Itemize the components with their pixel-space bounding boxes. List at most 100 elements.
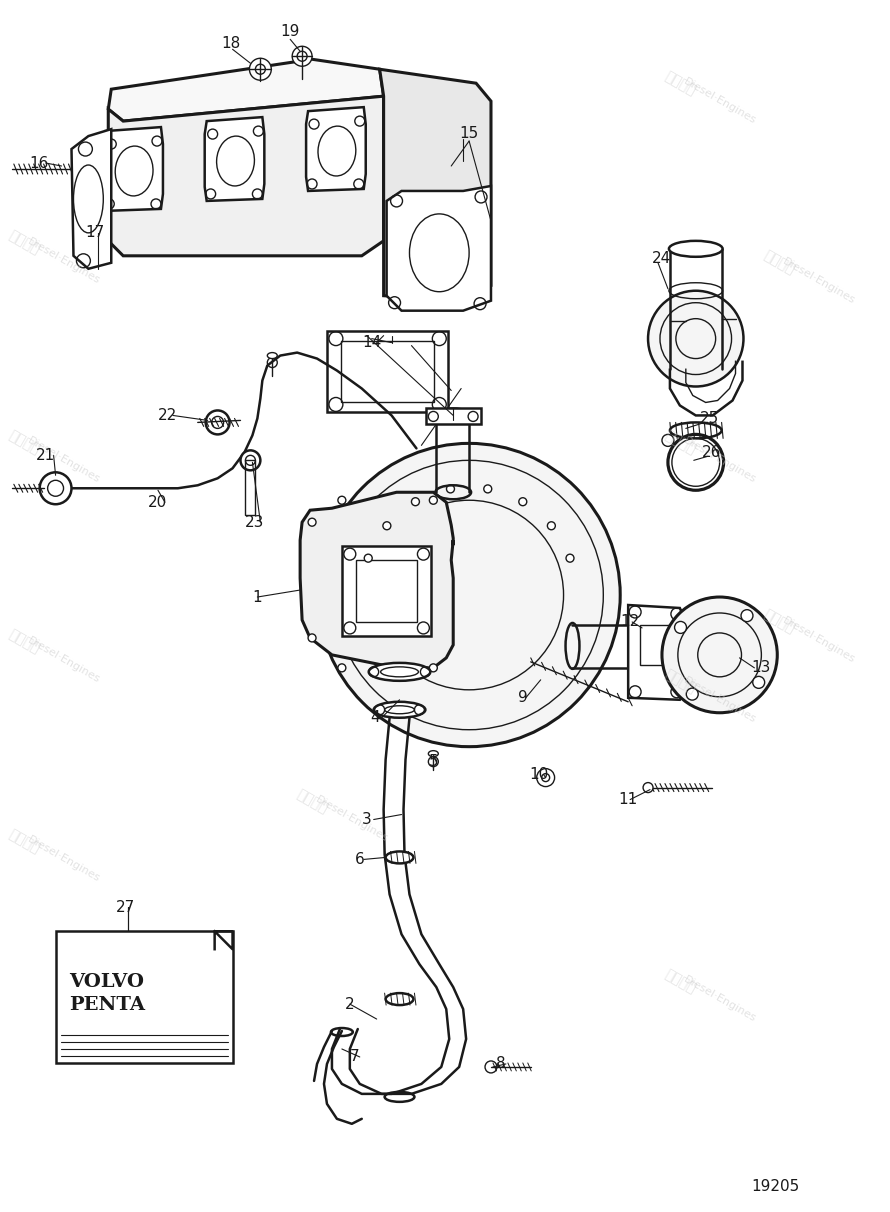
Text: 11: 11 xyxy=(619,793,638,807)
Text: 22: 22 xyxy=(158,408,177,423)
Text: 26: 26 xyxy=(702,445,722,459)
Circle shape xyxy=(249,58,271,80)
Text: Diesel·Engines: Diesel·Engines xyxy=(781,256,857,305)
Bar xyxy=(356,560,417,622)
Bar xyxy=(426,408,481,424)
Ellipse shape xyxy=(428,750,438,756)
Polygon shape xyxy=(380,69,491,301)
Text: PENTA: PENTA xyxy=(69,996,145,1014)
Polygon shape xyxy=(300,492,453,668)
Circle shape xyxy=(292,46,312,67)
Text: 1: 1 xyxy=(253,589,263,605)
Text: 15: 15 xyxy=(459,126,479,141)
Text: 紫发动力: 紫发动力 xyxy=(662,668,698,696)
Polygon shape xyxy=(71,130,111,269)
Circle shape xyxy=(364,554,372,562)
Text: 紫发动力: 紫发动力 xyxy=(662,69,698,98)
Circle shape xyxy=(484,485,492,493)
Text: 21: 21 xyxy=(36,448,55,463)
Circle shape xyxy=(429,496,437,504)
Circle shape xyxy=(675,622,686,634)
Text: 紫发动力: 紫发动力 xyxy=(761,248,797,278)
Circle shape xyxy=(40,473,71,504)
Text: 13: 13 xyxy=(752,661,771,675)
Text: 19: 19 xyxy=(280,24,300,39)
Text: 4: 4 xyxy=(370,710,379,725)
Circle shape xyxy=(648,291,743,387)
Text: Diesel·Engines: Diesel·Engines xyxy=(682,76,757,126)
Text: 紫发动力: 紫发动力 xyxy=(662,967,698,995)
Circle shape xyxy=(383,522,391,530)
Text: 20: 20 xyxy=(149,494,167,510)
Text: 7: 7 xyxy=(350,1050,360,1064)
Ellipse shape xyxy=(385,852,414,863)
Text: 27: 27 xyxy=(116,899,134,915)
Circle shape xyxy=(519,498,527,505)
Text: Diesel·Engines: Diesel·Engines xyxy=(682,435,757,485)
Circle shape xyxy=(662,598,777,713)
Text: 18: 18 xyxy=(221,36,240,51)
Circle shape xyxy=(429,664,437,671)
Polygon shape xyxy=(109,59,384,121)
Text: Diesel·Engines: Diesel·Engines xyxy=(314,795,390,845)
Circle shape xyxy=(308,519,316,526)
Text: 紫发动力: 紫发动力 xyxy=(5,228,42,257)
Ellipse shape xyxy=(267,353,278,359)
Text: 14: 14 xyxy=(362,335,381,350)
Circle shape xyxy=(308,634,316,642)
Bar xyxy=(341,341,434,402)
Circle shape xyxy=(240,451,261,470)
Polygon shape xyxy=(386,185,491,310)
Ellipse shape xyxy=(368,663,431,681)
Text: 10: 10 xyxy=(529,767,548,782)
Circle shape xyxy=(753,676,765,688)
Text: 9: 9 xyxy=(518,691,528,705)
Circle shape xyxy=(566,554,574,562)
Text: 25: 25 xyxy=(700,411,719,425)
Circle shape xyxy=(447,485,455,493)
Text: 紫发动力: 紫发动力 xyxy=(5,827,42,856)
Text: Diesel·Engines: Diesel·Engines xyxy=(781,616,857,664)
Text: 紫发动力: 紫发动力 xyxy=(5,428,42,457)
Bar xyxy=(327,331,449,412)
Text: 12: 12 xyxy=(620,614,640,629)
Text: Diesel·Engines: Diesel·Engines xyxy=(26,635,101,685)
Text: VOLVO: VOLVO xyxy=(69,973,144,991)
Ellipse shape xyxy=(385,993,414,1005)
Polygon shape xyxy=(306,107,366,191)
Bar xyxy=(342,547,432,636)
Text: 3: 3 xyxy=(362,812,372,827)
Circle shape xyxy=(338,496,346,504)
Polygon shape xyxy=(103,127,163,211)
Ellipse shape xyxy=(669,241,723,257)
Text: 2: 2 xyxy=(345,996,354,1012)
Text: 24: 24 xyxy=(652,251,672,267)
Text: Diesel·Engines: Diesel·Engines xyxy=(682,974,757,1024)
Circle shape xyxy=(318,444,620,747)
Circle shape xyxy=(206,411,230,434)
Ellipse shape xyxy=(670,423,722,439)
Circle shape xyxy=(662,434,674,446)
Ellipse shape xyxy=(435,408,471,423)
Circle shape xyxy=(547,522,555,530)
Text: 19205: 19205 xyxy=(751,1179,800,1194)
Polygon shape xyxy=(628,605,684,699)
Text: 17: 17 xyxy=(85,225,105,240)
Circle shape xyxy=(741,610,753,622)
Bar xyxy=(640,625,672,665)
Circle shape xyxy=(537,768,554,787)
Text: 5: 5 xyxy=(428,754,438,770)
Polygon shape xyxy=(205,118,264,201)
Text: 6: 6 xyxy=(355,852,365,867)
Text: Diesel·Engines: Diesel·Engines xyxy=(26,435,101,485)
Text: 23: 23 xyxy=(245,515,264,530)
Text: Diesel·Engines: Diesel·Engines xyxy=(26,236,101,286)
Text: Diesel·Engines: Diesel·Engines xyxy=(682,675,757,725)
Text: 紫发动力: 紫发动力 xyxy=(294,787,330,816)
Text: 紫发动力: 紫发动力 xyxy=(662,428,698,457)
Text: 紫发动力: 紫发动力 xyxy=(761,607,797,636)
Polygon shape xyxy=(109,96,384,256)
Circle shape xyxy=(338,664,346,671)
Text: Diesel·Engines: Diesel·Engines xyxy=(26,835,101,885)
Bar xyxy=(55,931,232,1063)
